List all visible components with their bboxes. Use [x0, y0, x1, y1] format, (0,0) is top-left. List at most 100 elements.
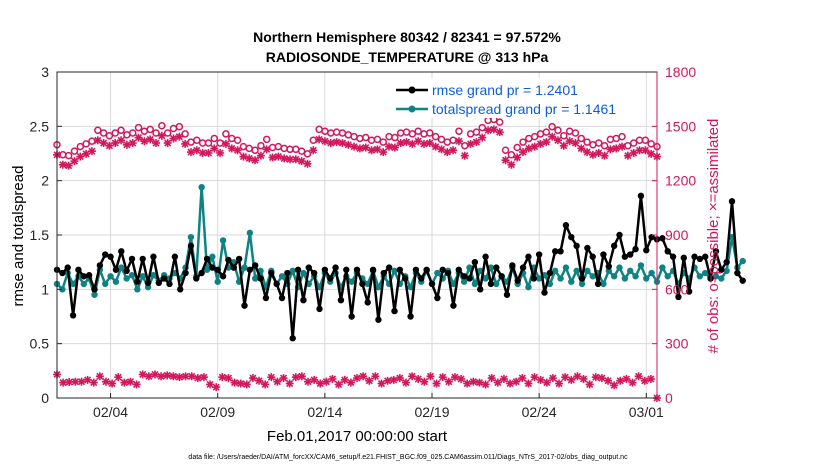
obs-assimilated-point — [239, 152, 248, 161]
obs-possible-point — [181, 130, 189, 138]
obs-assimilated-point — [274, 152, 283, 161]
assimilated-star-d2 — [461, 152, 469, 160]
assimilated-star-d2 — [94, 136, 102, 144]
obs-assimilated-point — [641, 146, 650, 155]
rmse-point — [337, 297, 345, 304]
obs-assimilated-point-low — [138, 370, 147, 379]
assimilated-star-d2 — [210, 144, 218, 153]
assimilated-star-d2 — [134, 134, 143, 142]
obs-assimilated-point-low — [230, 378, 239, 387]
rmse-point — [702, 253, 709, 260]
rmse-point — [734, 269, 741, 277]
obs-possible-point — [175, 122, 184, 131]
obs-assimilated-point-low — [506, 379, 515, 388]
obs-possible-point — [600, 141, 609, 150]
assimilated-star-d2 — [356, 144, 364, 153]
obs-assimilated-point-low — [389, 375, 398, 384]
assimilated-star-d2 — [234, 146, 242, 154]
y-tick-label-left: 3 — [41, 64, 49, 80]
assimilated-star-d2 — [647, 375, 655, 383]
obs-assimilated-point-low — [169, 372, 178, 381]
rmse-point — [482, 253, 489, 260]
legend-spread-label: totalspread grand pr = 1.1461 — [432, 101, 616, 117]
rmse-point — [423, 266, 430, 273]
obs-assimilated-point-low — [212, 383, 221, 392]
rmse-point — [455, 266, 462, 273]
rmse-point — [718, 266, 725, 273]
assimilated-star-d2 — [182, 372, 190, 380]
obs-assimilated-point-low — [199, 373, 208, 382]
rmse-point — [166, 280, 173, 288]
assimilated-star-d2 — [273, 378, 281, 386]
obs-assimilated-point — [484, 126, 493, 135]
assimilated-star-d2 — [518, 374, 526, 382]
obs-possible-point — [262, 135, 271, 144]
rmse-point — [594, 280, 602, 288]
obs-assimilated-point-low — [432, 379, 441, 388]
rmse-point — [573, 242, 580, 250]
assimilated-star-d2 — [88, 147, 96, 155]
obs-assimilated-point — [460, 151, 469, 160]
assimilated-star-d2 — [641, 377, 649, 385]
assimilated-star-d2 — [298, 157, 306, 165]
assimilated-star-d2 — [457, 375, 465, 383]
assimilated-star-d2 — [204, 149, 213, 157]
obs-possible-point — [472, 128, 481, 136]
assimilated-star-d2 — [286, 379, 294, 388]
y-tick-label-right: 0 — [665, 390, 673, 406]
totalspread-point — [712, 273, 720, 280]
y-tick-label-left: 2.5 — [30, 118, 50, 134]
obs-assimilated-point-low — [573, 372, 582, 381]
rmse-point — [664, 248, 671, 255]
obs-assimilated-point-low — [524, 379, 533, 388]
obs-assimilated-point — [559, 141, 568, 150]
totalspread-point — [589, 273, 596, 280]
obs-possible-point — [554, 126, 562, 135]
assimilated-star-d2 — [129, 139, 137, 147]
rmse-point — [187, 242, 195, 250]
assimilated-star-d2 — [543, 379, 551, 387]
obs-assimilated-point — [303, 159, 312, 168]
obs-possible-point — [70, 147, 79, 155]
y-tick-label-left: 1.5 — [30, 227, 50, 243]
rmse-point — [471, 258, 479, 266]
rmse-point — [128, 255, 136, 263]
obs-assimilated-point — [577, 144, 586, 153]
y-tick-label-right: 1200 — [665, 173, 696, 189]
assimilated-star-d2 — [391, 143, 399, 152]
rmse-point — [139, 255, 146, 263]
totalspread-point — [525, 283, 532, 291]
rmse-point — [359, 280, 366, 288]
obs-assimilated-point-low — [340, 375, 349, 384]
obs-assimilated-point-low — [457, 374, 466, 383]
assimilated-star-d2 — [309, 146, 317, 154]
assimilated-star-d2 — [268, 153, 277, 162]
rmse-point — [418, 275, 425, 282]
obs-assimilated-point-low — [469, 377, 478, 386]
rmse-point — [144, 279, 152, 287]
assimilated-star-d2 — [298, 372, 306, 380]
obs-assimilated-point-low — [310, 375, 319, 384]
rmse-point — [118, 248, 125, 255]
assimilated-star-d2 — [338, 139, 347, 147]
obs-assimilated-point — [152, 139, 161, 148]
assimilated-star-d2 — [455, 137, 463, 145]
obs-assimilated-point-low — [206, 380, 215, 389]
obs-assimilated-point — [268, 153, 277, 162]
totalspread-point — [643, 275, 650, 282]
obs-assimilated-point-low — [383, 376, 392, 385]
assimilated-star-d2 — [579, 375, 588, 383]
assimilated-star-d2 — [385, 143, 393, 151]
obs-assimilated-point-low — [218, 373, 227, 382]
obs-possible-point — [128, 129, 137, 137]
rmse-point — [707, 275, 714, 282]
rmse-point — [391, 307, 398, 315]
assimilated-star-d2 — [445, 378, 453, 386]
rmse-point — [610, 242, 618, 250]
totalspread-point — [616, 264, 623, 271]
obs-assimilated-point — [553, 136, 562, 145]
obs-assimilated-point — [588, 150, 597, 159]
obs-assimilated-point — [175, 132, 184, 141]
totalspread-point — [723, 267, 730, 275]
rmse-point — [503, 291, 511, 298]
